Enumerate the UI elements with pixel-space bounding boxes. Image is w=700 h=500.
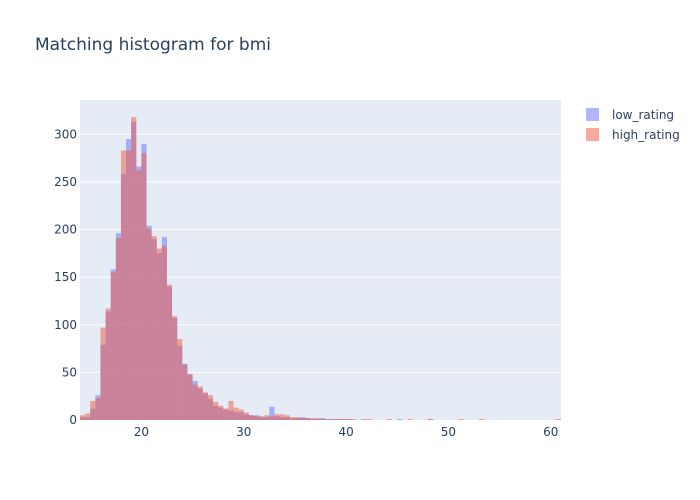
histogram-bar[interactable]: [131, 117, 137, 421]
histogram-bar[interactable]: [207, 395, 214, 420]
y-tick-label: 150: [54, 270, 77, 284]
histogram-bar[interactable]: [269, 406, 275, 420]
legend-label: low_rating: [612, 108, 674, 122]
histogram-bar[interactable]: [90, 400, 96, 420]
histogram-bar[interactable]: [305, 418, 311, 420]
y-tick-label: 200: [54, 223, 77, 237]
histogram-bar[interactable]: [274, 414, 280, 420]
histogram-bar[interactable]: [346, 419, 352, 420]
legend[interactable]: low_rating high_rating: [586, 108, 680, 142]
y-tick-label: 250: [54, 175, 77, 189]
histogram-bar[interactable]: [197, 386, 203, 420]
histogram-bar[interactable]: [136, 170, 142, 420]
histogram-bar[interactable]: [259, 416, 265, 420]
y-tick-label: 0: [69, 413, 77, 427]
histogram-bar[interactable]: [202, 392, 208, 420]
histogram-bar[interactable]: [555, 419, 561, 420]
histogram-bar[interactable]: [407, 419, 413, 420]
histogram-bar[interactable]: [387, 419, 393, 420]
histogram-bar[interactable]: [269, 416, 275, 420]
histogram-bar[interactable]: [115, 238, 121, 420]
x-tick-label: 30: [236, 425, 251, 439]
histogram-bar[interactable]: [479, 419, 485, 420]
histogram-bar[interactable]: [192, 384, 198, 420]
histogram-bar[interactable]: [80, 415, 86, 420]
histogram-bar[interactable]: [289, 417, 295, 420]
chart-title: Matching histogram for bmi: [35, 35, 271, 55]
x-axis-ticks: 20 30 40 50 60: [134, 425, 559, 439]
histogram-bar[interactable]: [300, 418, 306, 420]
histogram-bar[interactable]: [187, 374, 193, 420]
histogram-bar[interactable]: [335, 419, 341, 420]
histogram-bar[interactable]: [105, 308, 111, 420]
histogram-bar[interactable]: [110, 272, 116, 420]
histogram-bar[interactable]: [315, 419, 321, 420]
histogram-bar[interactable]: [161, 245, 167, 420]
histogram-bar[interactable]: [340, 419, 347, 420]
histogram-bar[interactable]: [351, 419, 357, 420]
legend-item-high_rating[interactable]: high_rating: [586, 128, 680, 142]
histogram-bar[interactable]: [85, 413, 91, 420]
y-tick-label: 100: [54, 318, 77, 332]
x-tick-label: 60: [543, 425, 558, 439]
histogram-bar[interactable]: [294, 417, 301, 420]
histogram-bar[interactable]: [253, 416, 260, 420]
histogram-bar[interactable]: [141, 153, 147, 421]
histogram-bar[interactable]: [126, 150, 132, 420]
histogram-bar[interactable]: [146, 228, 152, 420]
x-tick-label: 40: [338, 425, 353, 439]
histogram-bar[interactable]: [361, 419, 367, 420]
y-tick-label: 300: [54, 127, 77, 141]
histogram-bar[interactable]: [427, 419, 434, 420]
histogram-bar[interactable]: [366, 419, 372, 420]
histogram-bar[interactable]: [325, 419, 331, 420]
legend-label: high_rating: [612, 128, 680, 142]
histogram-bar[interactable]: [233, 407, 239, 420]
y-tick-label: 50: [62, 365, 77, 379]
histogram-bar[interactable]: [182, 364, 188, 420]
legend-item-low_rating[interactable]: low_rating: [586, 108, 674, 122]
histogram-bar[interactable]: [284, 415, 290, 420]
histogram-bar[interactable]: [100, 327, 106, 420]
histogram-bar[interactable]: [310, 418, 316, 420]
histogram-bar[interactable]: [397, 419, 403, 420]
histogram-bar[interactable]: [243, 412, 249, 420]
histogram-bar[interactable]: [95, 398, 101, 420]
histogram-bar[interactable]: [320, 419, 326, 420]
histogram-bar[interactable]: [218, 405, 224, 420]
x-tick-label: 20: [134, 425, 149, 439]
histogram-bar[interactable]: [156, 248, 162, 420]
histogram-bars: [80, 117, 561, 421]
histogram-bar[interactable]: [223, 408, 229, 420]
legend-swatch: [586, 128, 599, 141]
legend-swatch: [586, 108, 599, 121]
histogram-bar[interactable]: [238, 409, 244, 420]
series-high_rating: [80, 117, 561, 421]
histogram-bar[interactable]: [279, 414, 285, 420]
histogram-bar[interactable]: [177, 339, 183, 420]
y-axis-ticks: 0 50 100 150 200 250 300: [54, 127, 77, 427]
histogram-bar[interactable]: [120, 150, 127, 420]
histogram-bar[interactable]: [151, 236, 157, 420]
histogram-bar[interactable]: [166, 284, 173, 420]
histogram-bar[interactable]: [228, 400, 234, 420]
histogram-bar[interactable]: [458, 419, 464, 420]
histogram-bar[interactable]: [172, 316, 178, 420]
histogram-bar[interactable]: [213, 401, 219, 420]
x-tick-label: 50: [441, 425, 456, 439]
histogram-bar[interactable]: [248, 415, 254, 420]
histogram-bar[interactable]: [264, 415, 270, 420]
histogram-bar[interactable]: [330, 419, 336, 420]
